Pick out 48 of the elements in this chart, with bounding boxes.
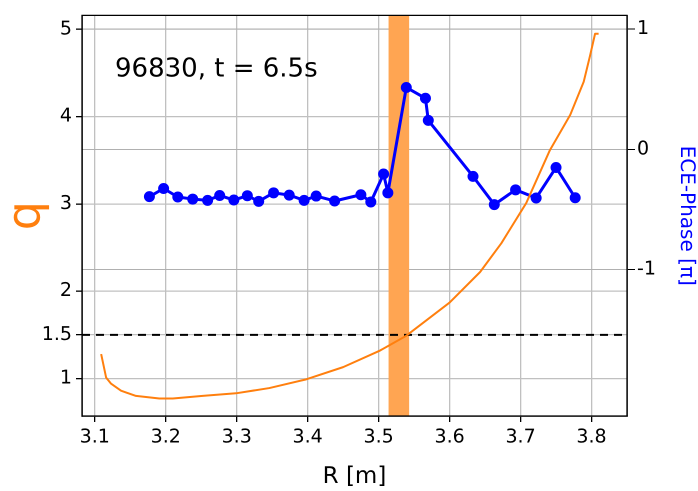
point	[253, 196, 264, 207]
point	[158, 182, 170, 194]
point	[400, 82, 412, 93]
point	[488, 199, 500, 210]
point	[468, 170, 479, 182]
x-tick-label: 3.6	[434, 425, 465, 448]
y2-tick-label: -1	[637, 257, 656, 280]
point	[510, 184, 522, 196]
point	[422, 114, 434, 126]
point	[202, 194, 214, 206]
point	[228, 194, 240, 206]
x-tick-label: 3.5	[364, 425, 394, 448]
x-tick-label: 3.3	[222, 425, 252, 448]
y2-axis-title: ECE-Phase [π]	[676, 146, 698, 286]
y-tick-label: 4	[60, 104, 72, 127]
point	[382, 187, 394, 198]
point	[172, 192, 184, 203]
y-tick-label: 1.5	[42, 322, 72, 345]
point	[214, 190, 226, 201]
point	[570, 192, 581, 204]
y-tick-label: 2	[60, 279, 72, 302]
x-axis-title: R [m]	[322, 463, 386, 490]
point	[550, 162, 562, 173]
y-tick-label: 1	[60, 366, 72, 388]
point	[187, 194, 198, 205]
point	[298, 194, 310, 206]
x-tick-label: 3.2	[150, 425, 181, 448]
point	[310, 190, 322, 202]
y2-tick-label: 0	[637, 137, 650, 160]
point	[530, 192, 542, 204]
x-tick-label: 3.7	[505, 425, 536, 448]
point	[329, 195, 340, 206]
y-axis-title: q	[0, 201, 51, 230]
annotation: 96830, t = 6.5s	[115, 53, 318, 84]
point	[365, 196, 376, 208]
y-tick-label: 5	[60, 17, 72, 40]
point	[284, 190, 295, 201]
point	[144, 191, 155, 202]
x-tick-label: 3.4	[292, 425, 323, 448]
point	[242, 190, 253, 202]
point	[378, 168, 390, 180]
point	[355, 189, 366, 200]
x-tick-label: 3.8	[576, 425, 607, 448]
point	[420, 92, 431, 104]
x-tick-label: 3.1	[80, 425, 110, 448]
point	[268, 187, 280, 198]
y2-tick-label: 1	[637, 17, 650, 40]
y-tick-label: 3	[60, 192, 72, 214]
